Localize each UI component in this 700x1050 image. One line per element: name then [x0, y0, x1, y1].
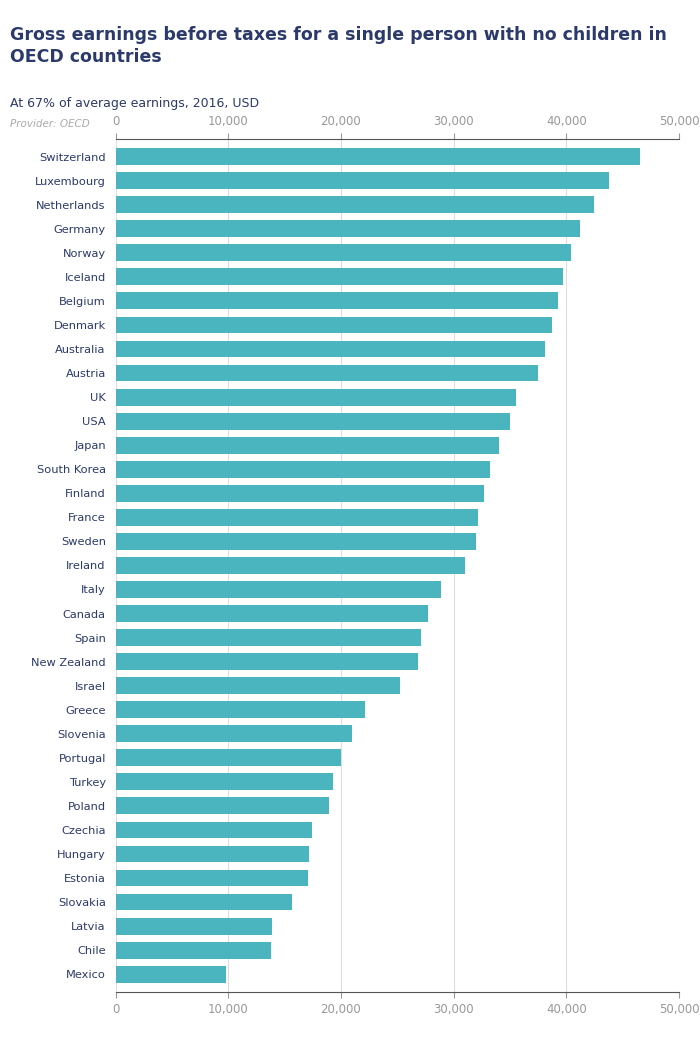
Bar [116, 750, 341, 766]
Bar [116, 148, 640, 165]
Bar [116, 388, 516, 405]
Bar [116, 605, 428, 622]
Bar [116, 845, 309, 862]
Bar [116, 220, 580, 237]
Bar [116, 437, 498, 454]
Bar [116, 556, 465, 574]
Bar [116, 942, 271, 959]
Bar [116, 196, 594, 213]
Text: At 67% of average earnings, 2016, USD: At 67% of average earnings, 2016, USD [10, 97, 260, 109]
Text: Provider: OECD: Provider: OECD [10, 119, 90, 129]
Bar [116, 797, 328, 815]
Bar [116, 966, 226, 983]
Text: Gross earnings before taxes for a single person with no children in
OECD countri: Gross earnings before taxes for a single… [10, 26, 667, 66]
Bar [116, 869, 308, 886]
Bar [116, 533, 476, 550]
Bar [116, 509, 478, 526]
Bar [116, 894, 293, 910]
Bar [116, 918, 272, 935]
Bar [116, 316, 552, 334]
Bar [116, 340, 545, 357]
Text: figure.nz: figure.nz [565, 17, 650, 36]
Bar [116, 172, 609, 189]
Bar [116, 701, 365, 718]
Bar [116, 677, 400, 694]
Bar [116, 629, 421, 646]
Bar [116, 413, 510, 429]
Bar [116, 581, 441, 597]
Bar [116, 653, 417, 670]
Bar [116, 364, 538, 381]
Bar [116, 485, 484, 502]
Bar [116, 726, 352, 742]
Bar [116, 461, 490, 478]
Bar [116, 245, 570, 261]
Bar [116, 821, 312, 838]
Bar [116, 774, 333, 791]
Bar [116, 269, 563, 286]
Bar [116, 293, 559, 310]
